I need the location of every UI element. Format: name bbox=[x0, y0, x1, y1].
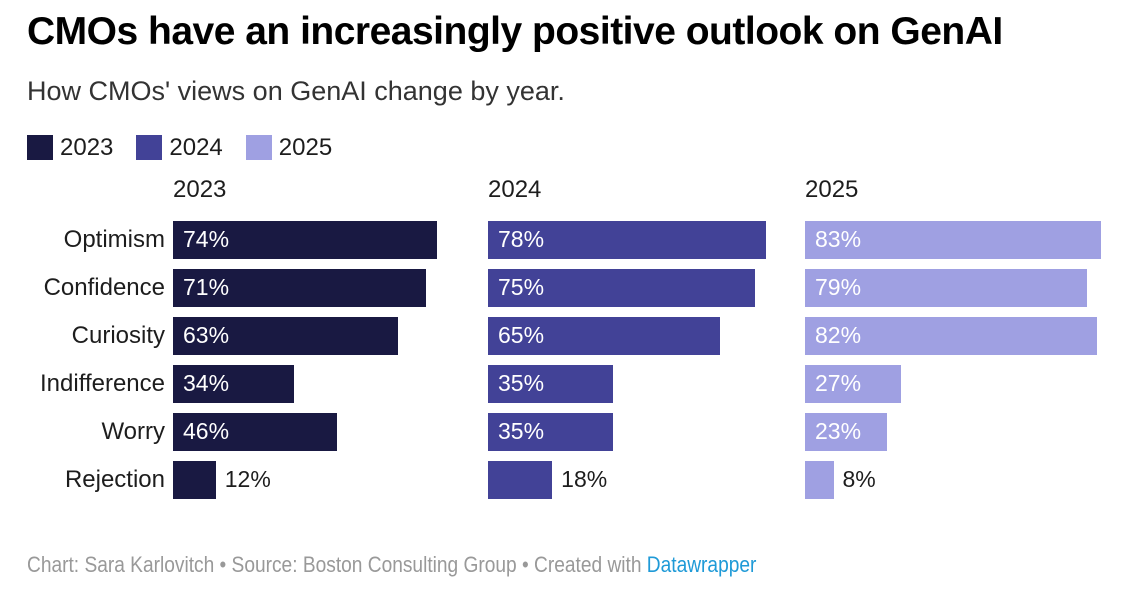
bar-cell-2024-optimism: 78% bbox=[488, 216, 805, 264]
value-label-2023-curiosity: 63% bbox=[183, 322, 230, 349]
bar-2024-indifference: 35% bbox=[488, 364, 613, 403]
bar-cell-2025-indifference: 27% bbox=[805, 360, 1123, 408]
bar-2025-worry: 23% bbox=[805, 412, 887, 451]
legend-item-2023: 2023 bbox=[27, 134, 113, 162]
legend-item-2024: 2024 bbox=[136, 133, 223, 162]
category-label-indifference: Indifference bbox=[40, 369, 165, 397]
bar-cell-2025-optimism: 83% bbox=[805, 216, 1123, 264]
bar-cell-2024-worry: 35% bbox=[488, 408, 805, 456]
attribution-text: Chart: Sara Karlovitch • Source: Boston … bbox=[27, 552, 647, 577]
legend-swatch-2025 bbox=[245, 135, 272, 161]
bar-cell-2024-curiosity: 65% bbox=[488, 312, 805, 360]
column-header-2024: 2024 bbox=[488, 175, 542, 203]
bar-2023-rejection bbox=[173, 460, 216, 499]
bar-2024-optimism: 78% bbox=[488, 220, 767, 259]
column-header-2023: 2023 bbox=[173, 175, 227, 203]
bar-2023-curiosity: 63% bbox=[173, 316, 398, 355]
bar-cell-2023-optimism: 74% bbox=[173, 216, 488, 264]
value-label-2025-curiosity: 82% bbox=[815, 322, 862, 349]
value-label-2023-confidence: 71% bbox=[183, 274, 230, 301]
value-label-2023-worry: 46% bbox=[183, 418, 230, 445]
legend-item-2025: 2025 bbox=[245, 133, 333, 162]
value-label-2023-indifference: 34% bbox=[183, 370, 230, 397]
value-label-2024-indifference: 35% bbox=[498, 370, 545, 397]
value-label-2025-confidence: 79% bbox=[815, 274, 862, 301]
value-label-2025-optimism: 83% bbox=[815, 226, 862, 253]
page-title: CMOs have an increasingly positive outlo… bbox=[27, 10, 1003, 53]
bar-cell-2024-indifference: 35% bbox=[488, 360, 805, 408]
bar-cell-2023-rejection: 12% bbox=[173, 456, 488, 504]
column-header-spacer bbox=[0, 171, 173, 216]
datawrapper-link[interactable]: Datawrapper bbox=[646, 552, 757, 577]
value-label-2023-optimism: 74% bbox=[183, 226, 230, 253]
chart-attribution: Chart: Sara Karlovitch • Source: Boston … bbox=[27, 552, 756, 578]
bar-cell-2024-confidence: 75% bbox=[488, 264, 805, 312]
legend-label-2024: 2024 bbox=[169, 133, 223, 161]
bar-cell-2025-worry: 23% bbox=[805, 408, 1123, 456]
bar-cell-2023-worry: 46% bbox=[173, 408, 488, 456]
chart-subtitle: How CMOs' views on GenAI change by year. bbox=[27, 75, 565, 106]
value-label-2024-rejection: 18% bbox=[561, 466, 608, 493]
value-label-2024-confidence: 75% bbox=[498, 274, 545, 301]
value-label-2025-indifference: 27% bbox=[815, 370, 862, 397]
bar-2025-confidence: 79% bbox=[805, 268, 1087, 307]
bar-cell-2023-indifference: 34% bbox=[173, 360, 488, 408]
bar-2024-rejection bbox=[488, 460, 553, 499]
column-header-2025: 2025 bbox=[805, 175, 859, 203]
bar-cell-2025-confidence: 79% bbox=[805, 264, 1123, 312]
category-label-optimism: Optimism bbox=[63, 225, 165, 253]
category-label-curiosity: Curiosity bbox=[71, 321, 165, 349]
bar-2025-indifference: 27% bbox=[805, 364, 902, 403]
bar-2024-worry: 35% bbox=[488, 412, 613, 451]
category-label-confidence: Confidence bbox=[43, 273, 165, 301]
legend: 2023 2024 2025 bbox=[0, 134, 1123, 162]
bar-cell-2024-rejection: 18% bbox=[488, 456, 805, 504]
value-label-2024-worry: 35% bbox=[498, 418, 545, 445]
category-label-worry: Worry bbox=[101, 417, 165, 445]
bar-2025-rejection bbox=[805, 460, 834, 499]
value-label-2024-curiosity: 65% bbox=[498, 322, 545, 349]
category-label-rejection: Rejection bbox=[64, 465, 165, 493]
bar-2023-worry: 46% bbox=[173, 412, 337, 451]
value-label-2023-rejection: 12% bbox=[224, 466, 271, 493]
chart: 2023 2024 2025 Optimism 74% 78% 83% Confidence 7… bbox=[0, 171, 1123, 504]
legend-label-2023: 2023 bbox=[60, 133, 114, 161]
legend-swatch-2024 bbox=[136, 135, 163, 161]
value-label-2024-optimism: 78% bbox=[498, 226, 545, 253]
legend-label-2025: 2025 bbox=[278, 133, 333, 161]
bar-2023-optimism: 74% bbox=[173, 220, 437, 259]
value-label-2025-rejection: 8% bbox=[842, 466, 876, 493]
legend-swatch-2023 bbox=[27, 135, 53, 161]
bar-2024-confidence: 75% bbox=[488, 268, 756, 307]
bar-2023-confidence: 71% bbox=[173, 268, 427, 307]
bar-2025-curiosity: 82% bbox=[805, 316, 1098, 355]
bar-2024-curiosity: 65% bbox=[488, 316, 720, 355]
bar-cell-2025-curiosity: 82% bbox=[805, 312, 1123, 360]
bar-2025-optimism: 83% bbox=[805, 220, 1101, 259]
value-label-2025-worry: 23% bbox=[815, 418, 862, 445]
bar-cell-2023-curiosity: 63% bbox=[173, 312, 488, 360]
bar-cell-2025-rejection: 8% bbox=[805, 456, 1123, 504]
bar-2023-indifference: 34% bbox=[173, 364, 295, 403]
bar-cell-2023-confidence: 71% bbox=[173, 264, 488, 312]
